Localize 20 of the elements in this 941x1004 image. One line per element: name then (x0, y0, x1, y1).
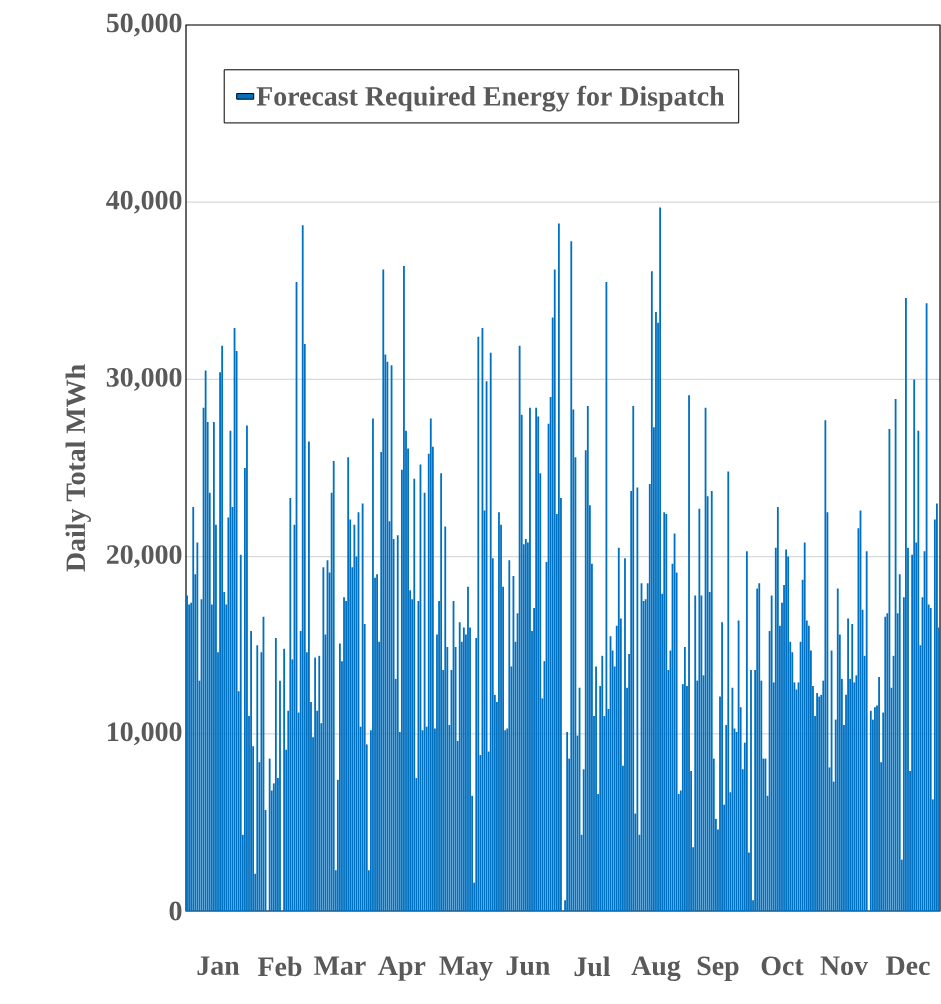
x-tick-label: Dec (886, 956, 930, 976)
y-axis-title: Daily Total MWh (65, 364, 91, 572)
y-tick-label: 10,000 (108, 722, 182, 746)
x-tick-label: Oct (761, 956, 804, 976)
x-tick-label: Nov (820, 956, 868, 976)
y-tick-label: 40,000 (106, 190, 182, 214)
legend-label: Forecast Required Energy for Dispatch (256, 85, 725, 112)
x-tick-label: Feb (258, 956, 302, 977)
x-tick-label: Sep (697, 956, 739, 981)
x-tick-label: Jan (197, 956, 240, 976)
x-tick-label: Apr (378, 956, 426, 981)
x-tick-label: Jul (574, 956, 611, 977)
x-tick-label: May (439, 956, 493, 981)
x-tick-label: Mar (314, 956, 366, 976)
y-tick-label: 50,000 (106, 13, 182, 37)
y-tick-label: 20,000 (106, 545, 182, 569)
x-tick-label: Jun (506, 956, 550, 976)
y-tick-label: 30,000 (106, 367, 182, 391)
x-tick-label: Aug (631, 956, 681, 982)
y-tick-label: 0 (169, 901, 182, 921)
